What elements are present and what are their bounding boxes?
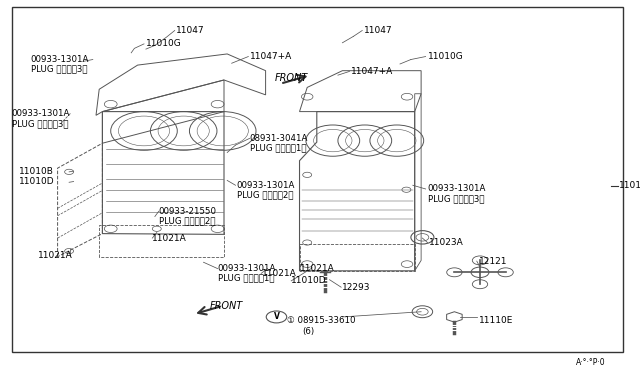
Text: 00933-1301A: 00933-1301A <box>428 185 486 193</box>
Text: FRONT: FRONT <box>275 73 308 83</box>
Text: PLUG プラグ（3）: PLUG プラグ（3） <box>428 194 484 203</box>
Text: 00933-1301A: 00933-1301A <box>31 55 89 64</box>
Text: V: V <box>273 312 280 321</box>
Text: 11021A: 11021A <box>300 264 334 273</box>
Text: 11047+A: 11047+A <box>351 67 393 76</box>
Text: 11010: 11010 <box>619 182 640 190</box>
Text: PLUG プラグ（2）: PLUG プラグ（2） <box>159 217 215 225</box>
Text: 00933-21550: 00933-21550 <box>159 207 217 216</box>
Text: 00933-1301A: 00933-1301A <box>237 181 295 190</box>
Text: PLUG プラグ（2）: PLUG プラグ（2） <box>237 190 293 199</box>
Text: FRONT: FRONT <box>210 301 243 311</box>
Text: 12293: 12293 <box>342 283 371 292</box>
Text: (6): (6) <box>302 327 314 336</box>
Text: PLUG プラグ（1）: PLUG プラグ（1） <box>218 274 274 283</box>
Text: 11047: 11047 <box>176 26 205 35</box>
Text: ① 08915-33610: ① 08915-33610 <box>287 316 355 325</box>
Text: A·°·°P·0: A·°·°P·0 <box>576 358 605 367</box>
Text: 00933-1301A: 00933-1301A <box>218 264 276 273</box>
Text: 11010D: 11010D <box>19 177 55 186</box>
Text: 11010B: 11010B <box>19 167 54 176</box>
Text: 11047+A: 11047+A <box>250 52 292 61</box>
Text: PLUG プラグ（1）: PLUG プラグ（1） <box>250 144 306 153</box>
Text: 12121: 12121 <box>479 257 508 266</box>
Text: PLUG プラグ（3）: PLUG プラグ（3） <box>31 64 87 73</box>
Text: 11010G: 11010G <box>146 39 182 48</box>
Text: 11047: 11047 <box>364 26 392 35</box>
Text: 08931-3041A: 08931-3041A <box>250 134 308 143</box>
Text: 11010G: 11010G <box>428 52 463 61</box>
Text: 11021A: 11021A <box>152 234 187 243</box>
Text: 00933-1301A: 00933-1301A <box>12 109 70 118</box>
Text: 11010D: 11010D <box>291 276 327 285</box>
Text: 11021A: 11021A <box>262 269 297 278</box>
Text: 11023A: 11023A <box>429 238 463 247</box>
Text: PLUG プラグ（3）: PLUG プラグ（3） <box>12 119 68 128</box>
Text: 11021A: 11021A <box>38 251 73 260</box>
Text: 11110E: 11110E <box>479 316 513 325</box>
